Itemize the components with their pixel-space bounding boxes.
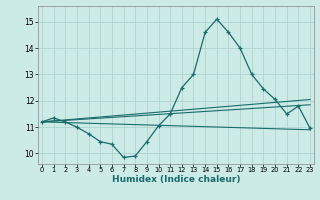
- X-axis label: Humidex (Indice chaleur): Humidex (Indice chaleur): [112, 175, 240, 184]
